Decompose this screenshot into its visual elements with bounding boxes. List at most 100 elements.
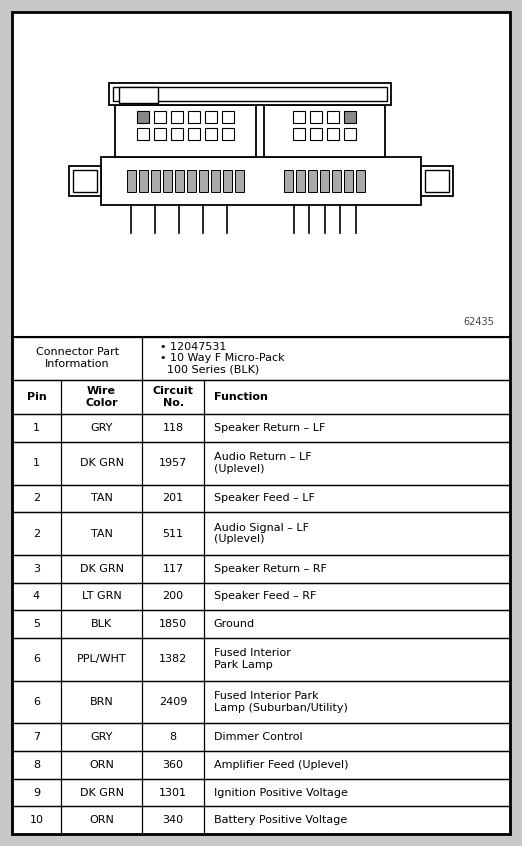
Text: Speaker Feed – LF: Speaker Feed – LF bbox=[213, 493, 315, 503]
Bar bbox=[320, 170, 329, 192]
Bar bbox=[344, 128, 356, 140]
Bar bbox=[211, 170, 220, 192]
Text: Speaker Return – RF: Speaker Return – RF bbox=[213, 563, 327, 574]
Text: 511: 511 bbox=[163, 529, 184, 539]
Bar bbox=[175, 170, 184, 192]
Bar bbox=[101, 157, 421, 205]
Text: ORN: ORN bbox=[89, 816, 114, 825]
Bar bbox=[308, 170, 317, 192]
Text: TAN: TAN bbox=[91, 493, 113, 503]
Bar bbox=[188, 111, 200, 123]
Bar bbox=[235, 170, 244, 192]
Text: GRY: GRY bbox=[90, 733, 113, 742]
Text: 5: 5 bbox=[33, 619, 40, 629]
Text: 6: 6 bbox=[33, 697, 40, 707]
Bar bbox=[69, 166, 101, 195]
Bar bbox=[73, 170, 97, 192]
Text: Function: Function bbox=[213, 392, 268, 402]
Text: Fused Interior
Park Lamp: Fused Interior Park Lamp bbox=[213, 648, 291, 670]
Bar bbox=[425, 170, 449, 192]
Text: 1382: 1382 bbox=[159, 654, 187, 664]
Text: 1: 1 bbox=[33, 458, 40, 468]
Bar bbox=[171, 111, 183, 123]
Text: 1301: 1301 bbox=[159, 788, 187, 798]
Text: 118: 118 bbox=[162, 423, 184, 433]
Text: Ignition Positive Voltage: Ignition Positive Voltage bbox=[213, 788, 348, 798]
Bar bbox=[139, 170, 148, 192]
Bar bbox=[137, 111, 149, 123]
Text: 2: 2 bbox=[33, 529, 40, 539]
Text: 6: 6 bbox=[33, 654, 40, 664]
Bar bbox=[293, 111, 305, 123]
Bar bbox=[421, 166, 453, 195]
Bar bbox=[264, 105, 385, 157]
Bar bbox=[284, 170, 293, 192]
Text: Audio Signal – LF
(Uplevel): Audio Signal – LF (Uplevel) bbox=[213, 523, 309, 544]
Bar bbox=[293, 128, 305, 140]
Bar bbox=[356, 170, 365, 192]
Text: 201: 201 bbox=[162, 493, 184, 503]
Text: 200: 200 bbox=[162, 591, 184, 602]
Bar bbox=[199, 170, 208, 192]
Bar bbox=[119, 87, 158, 103]
Text: 7: 7 bbox=[33, 733, 40, 742]
Text: 2409: 2409 bbox=[159, 697, 187, 707]
Text: 3: 3 bbox=[33, 563, 40, 574]
Text: 9: 9 bbox=[33, 788, 40, 798]
Text: 1850: 1850 bbox=[159, 619, 187, 629]
Text: 117: 117 bbox=[162, 563, 184, 574]
Text: Circuit
No.: Circuit No. bbox=[152, 386, 194, 408]
Bar bbox=[332, 170, 341, 192]
Bar bbox=[223, 170, 232, 192]
Text: Battery Positive Voltage: Battery Positive Voltage bbox=[213, 816, 347, 825]
Text: Fused Interior Park
Lamp (Suburban/Utility): Fused Interior Park Lamp (Suburban/Utili… bbox=[213, 691, 348, 713]
Text: BRN: BRN bbox=[90, 697, 113, 707]
Bar bbox=[205, 128, 217, 140]
Text: Pin: Pin bbox=[27, 392, 46, 402]
Bar bbox=[113, 87, 387, 101]
Bar bbox=[344, 170, 353, 192]
Bar bbox=[344, 111, 356, 123]
Bar bbox=[327, 111, 339, 123]
Text: 10: 10 bbox=[29, 816, 43, 825]
Text: 1957: 1957 bbox=[159, 458, 187, 468]
Text: 4: 4 bbox=[33, 591, 40, 602]
Bar bbox=[137, 128, 149, 140]
Text: PPL/WHT: PPL/WHT bbox=[77, 654, 126, 664]
Bar bbox=[296, 170, 305, 192]
Text: Ground: Ground bbox=[213, 619, 255, 629]
Bar bbox=[222, 111, 234, 123]
Bar bbox=[327, 128, 339, 140]
Bar bbox=[163, 170, 172, 192]
Text: LT GRN: LT GRN bbox=[82, 591, 122, 602]
Text: 360: 360 bbox=[163, 760, 184, 770]
Text: 1: 1 bbox=[33, 423, 40, 433]
Text: 8: 8 bbox=[170, 733, 176, 742]
Text: Audio Return – LF
(Uplevel): Audio Return – LF (Uplevel) bbox=[213, 453, 311, 474]
Bar bbox=[205, 111, 217, 123]
Bar bbox=[154, 128, 166, 140]
Text: ORN: ORN bbox=[89, 760, 114, 770]
Text: TAN: TAN bbox=[91, 529, 113, 539]
Text: Amplifier Feed (Uplevel): Amplifier Feed (Uplevel) bbox=[213, 760, 348, 770]
Bar bbox=[310, 128, 322, 140]
Text: Speaker Feed – RF: Speaker Feed – RF bbox=[213, 591, 316, 602]
Text: DK GRN: DK GRN bbox=[80, 788, 124, 798]
Text: 8: 8 bbox=[33, 760, 40, 770]
Text: • 12047531
• 10 Way F Micro-Pack
  100 Series (BLK): • 12047531 • 10 Way F Micro-Pack 100 Ser… bbox=[160, 342, 285, 375]
Bar bbox=[310, 111, 322, 123]
Text: 2: 2 bbox=[33, 493, 40, 503]
Bar bbox=[222, 128, 234, 140]
Text: Wire
Color: Wire Color bbox=[85, 386, 118, 408]
Bar bbox=[171, 128, 183, 140]
Bar bbox=[187, 170, 196, 192]
Bar bbox=[127, 170, 136, 192]
Text: 340: 340 bbox=[162, 816, 184, 825]
Bar bbox=[115, 105, 256, 157]
Text: Connector Part
Information: Connector Part Information bbox=[35, 348, 119, 369]
Text: Dimmer Control: Dimmer Control bbox=[213, 733, 302, 742]
Bar bbox=[109, 83, 392, 105]
Text: Speaker Return – LF: Speaker Return – LF bbox=[213, 423, 325, 433]
Text: GRY: GRY bbox=[90, 423, 113, 433]
Text: 62435: 62435 bbox=[463, 316, 494, 327]
